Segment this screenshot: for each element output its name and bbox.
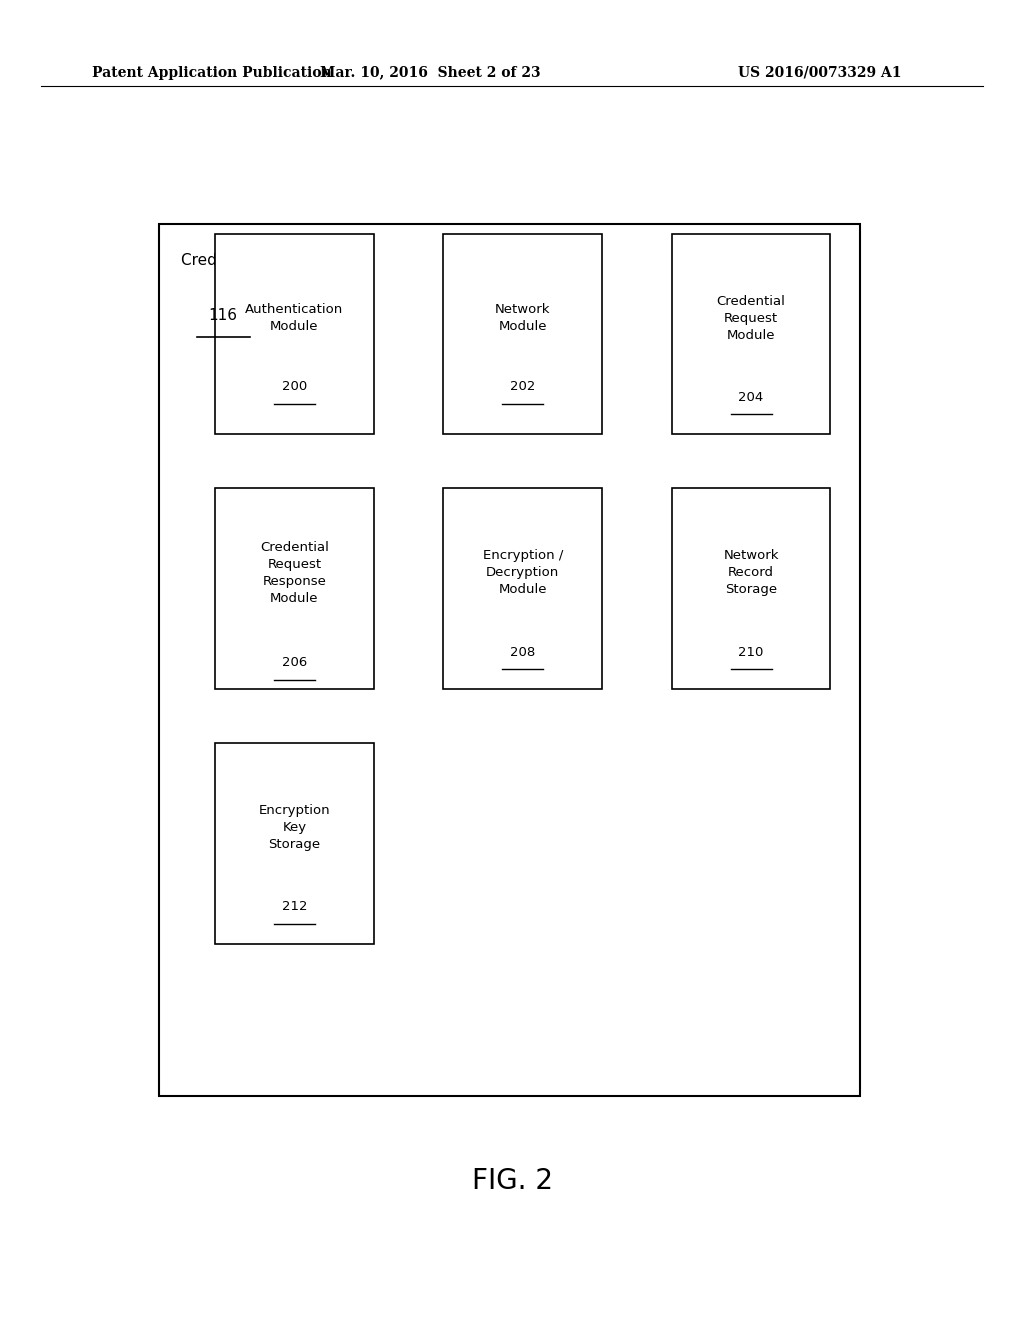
FancyBboxPatch shape	[215, 488, 374, 689]
Text: 200: 200	[282, 380, 307, 393]
Text: 204: 204	[738, 391, 764, 404]
Text: US 2016/0073329 A1: US 2016/0073329 A1	[737, 66, 901, 79]
Text: 212: 212	[282, 900, 307, 913]
FancyBboxPatch shape	[443, 234, 602, 434]
Text: 208: 208	[510, 645, 536, 659]
FancyBboxPatch shape	[443, 488, 602, 689]
Text: Encryption
Key
Storage: Encryption Key Storage	[259, 804, 330, 851]
Text: Network
Record
Storage: Network Record Storage	[723, 549, 779, 597]
Text: Mar. 10, 2016  Sheet 2 of 23: Mar. 10, 2016 Sheet 2 of 23	[319, 66, 541, 79]
Text: 210: 210	[738, 645, 764, 659]
Text: Credential
Request
Module: Credential Request Module	[717, 294, 785, 342]
FancyBboxPatch shape	[215, 743, 374, 944]
Text: Encryption /
Decryption
Module: Encryption / Decryption Module	[482, 549, 563, 597]
FancyBboxPatch shape	[159, 224, 860, 1096]
FancyBboxPatch shape	[672, 234, 830, 434]
Text: 206: 206	[282, 656, 307, 669]
Text: Credential
Request
Response
Module: Credential Request Response Module	[260, 541, 329, 605]
Text: 116: 116	[209, 308, 238, 322]
Text: Credential Server: Credential Server	[181, 253, 315, 268]
Text: Network
Module: Network Module	[495, 304, 551, 333]
Text: FIG. 2: FIG. 2	[471, 1167, 553, 1196]
Text: 202: 202	[510, 380, 536, 393]
FancyBboxPatch shape	[672, 488, 830, 689]
Text: Authentication
Module: Authentication Module	[246, 304, 343, 333]
Text: Patent Application Publication: Patent Application Publication	[92, 66, 332, 79]
FancyBboxPatch shape	[215, 234, 374, 434]
